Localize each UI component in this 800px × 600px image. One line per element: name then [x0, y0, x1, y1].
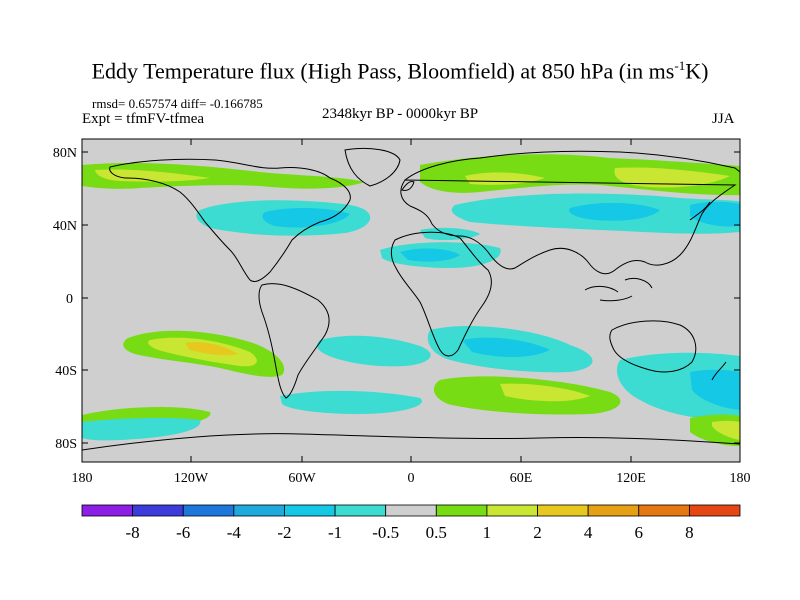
x-label-180-west: 180 — [72, 471, 93, 486]
australia-coast — [609, 320, 697, 373]
colorbar-box-4 — [284, 504, 336, 517]
contour-s-negative-antarctic — [82, 417, 201, 441]
greenland-coast — [344, 147, 401, 187]
contour-s-negative-southern-ocean — [280, 390, 422, 414]
africa-coast — [390, 231, 492, 357]
x-axis-labels: 180 120W 60W 0 60E 120E 180 — [72, 471, 751, 486]
contour-s-negative-atlantic — [317, 335, 431, 367]
y-label-80s: 80S — [55, 437, 77, 452]
japan-coast — [689, 201, 711, 221]
colorbar-box-0 — [81, 504, 134, 517]
colorbar-label-3: -2 — [277, 523, 291, 542]
contour-s-positive-pacific-core — [185, 342, 238, 356]
colorbar-box-6 — [385, 504, 437, 517]
x-label-60e: 60E — [510, 471, 533, 486]
plot-title: Eddy Temperature flux (High Pass, Bloomf… — [91, 58, 709, 84]
contour-s-positive-antarctic-east-core — [712, 420, 740, 440]
colorbar-label-1: -6 — [176, 523, 190, 542]
x-label-60w: 60W — [288, 471, 316, 486]
antarctica-coast — [82, 433, 740, 451]
experiment-label: Expt = tfmFV-tfmea — [82, 111, 205, 127]
maritime-continent-coast — [584, 277, 653, 302]
x-label-0: 0 — [408, 471, 415, 486]
colorbar-label-2: -4 — [227, 523, 242, 542]
colorbar-box-10 — [587, 504, 640, 517]
eurasia-coast — [400, 150, 740, 275]
y-label-80n: 80N — [53, 146, 77, 161]
x-label-180-east: 180 — [730, 471, 751, 486]
colorbar-label-7: 1 — [483, 523, 492, 542]
britain-coast — [401, 181, 415, 191]
x-label-120e: 120E — [616, 471, 646, 486]
colorbar-box-3 — [233, 504, 285, 517]
contour-s-negative-australia-core — [690, 369, 740, 410]
colorbar-box-9 — [537, 504, 589, 517]
colorbar: -8 -6 -4 -2 -1 -0.5 0.5 1 2 4 6 8 — [81, 504, 741, 542]
north-america-coast — [109, 158, 351, 283]
new-zealand-coast — [711, 361, 727, 381]
rmsd-stats: rmsd= 0.657574 diff= -0.166785 — [92, 96, 263, 111]
colorbar-label-5: -0.5 — [372, 523, 399, 542]
colorbar-label-0: -8 — [126, 523, 140, 542]
colorbar-label-9: 4 — [584, 523, 593, 542]
contour-n-negative-asia-core — [569, 202, 660, 221]
field-contours — [82, 154, 740, 446]
colorbar-box-7 — [435, 504, 488, 517]
season-label: JJA — [712, 111, 735, 127]
contour-n-negative-mideast-core — [400, 248, 460, 262]
colorbar-box-12 — [688, 504, 741, 517]
colorbar-label-6: 0.5 — [426, 523, 447, 542]
contour-n-negative-america-core — [262, 208, 350, 228]
colorbar-box-5 — [334, 504, 387, 517]
y-label-40s: 40S — [55, 364, 77, 379]
colorbar-box-1 — [132, 504, 184, 517]
colorbar-label-4: -1 — [328, 523, 342, 542]
colorbar-box-8 — [486, 504, 538, 517]
x-label-120w: 120W — [174, 471, 209, 486]
y-label-0: 0 — [66, 292, 73, 307]
colorbar-label-10: 6 — [635, 523, 644, 542]
contour-s-negative-africa-core — [462, 337, 550, 357]
south-america-coast — [258, 283, 330, 399]
axis-ticks — [82, 139, 740, 462]
colorbar-label-11: 8 — [685, 523, 694, 542]
colorbar-box-2 — [182, 504, 235, 517]
contour-n-positive-east-core — [614, 167, 730, 188]
colorbar-box-11 — [638, 504, 690, 517]
contour-s-positive-indian-core — [500, 383, 590, 402]
contour-n-negative-pacific — [690, 201, 740, 227]
period-label: 2348kyr BP - 0000kyr BP — [321, 106, 479, 122]
colorbar-label-8: 2 — [533, 523, 542, 542]
contour-n-positive-west-core — [95, 169, 210, 182]
coastlines — [82, 147, 740, 451]
y-label-40n: 40N — [53, 219, 77, 234]
contour-n-positive-west — [82, 162, 365, 189]
y-axis-labels: 80N 40N 0 40S 80S — [53, 146, 77, 452]
